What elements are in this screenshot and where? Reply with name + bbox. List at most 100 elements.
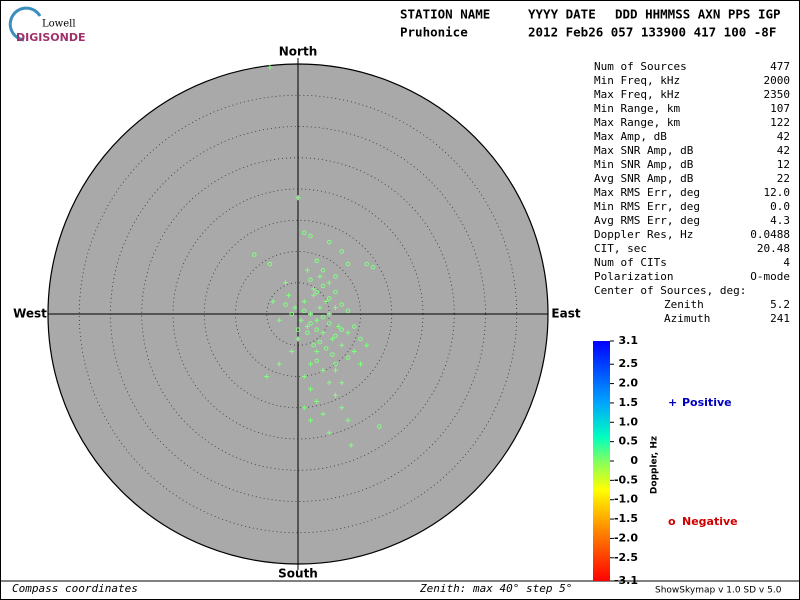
source-negative <box>314 358 320 364</box>
source-negative <box>251 252 257 257</box>
stat-value: 42 <box>777 144 790 157</box>
source-negative <box>289 311 295 317</box>
source-positive <box>333 367 338 373</box>
stat-label: Zenith <box>664 298 704 311</box>
colorbar-tick-label: 1.0 <box>619 415 639 428</box>
colorbar-label: Doppler, Hz <box>650 436 660 494</box>
source-positive <box>351 349 357 354</box>
source-positive <box>323 299 329 304</box>
source-positive <box>301 374 307 379</box>
colorbar-tick-label: -2.5 <box>614 551 638 564</box>
stat-value: 477 <box>770 60 790 73</box>
source-positive <box>326 280 332 286</box>
stat-value: 4 <box>783 256 790 269</box>
source-positive <box>298 317 304 323</box>
stat-label: Doppler Res, Hz <box>594 228 693 241</box>
source-negative <box>333 333 338 339</box>
legend-marker: o <box>668 515 676 528</box>
source-positive <box>329 336 335 342</box>
stat-value: 20.48 <box>757 242 790 255</box>
source-positive <box>292 305 298 311</box>
stat-label: Avg SNR Amp, dB <box>594 172 694 185</box>
source-negative <box>326 321 332 326</box>
colorbar <box>593 341 610 581</box>
source-negative <box>320 267 326 273</box>
header-value: Pruhonice <box>400 25 468 40</box>
footer-left: Compass coordinates <box>12 582 138 595</box>
source-positive <box>267 64 273 70</box>
source-positive <box>336 324 342 329</box>
source-positive <box>276 361 282 367</box>
header-value: 2012 Feb26 057 133900 417 100 -8F <box>528 25 776 40</box>
source-positive <box>326 311 332 317</box>
colorbar-tick-label: 0 <box>630 454 638 467</box>
stat-value: 5.2 <box>770 298 790 311</box>
header-label: DDD HHMMSS AXN PPS IGP <box>615 7 781 22</box>
source-negative <box>339 249 345 254</box>
source-negative <box>364 261 370 267</box>
source-negative <box>308 277 313 282</box>
stat-label: Max SNR Amp, dB <box>594 144 694 157</box>
source-positive <box>314 349 320 354</box>
source-positive <box>326 430 332 436</box>
legend-label: Positive <box>682 396 732 409</box>
stat-label: Max Range, km <box>594 116 680 129</box>
source-negative <box>295 327 301 332</box>
source-negative <box>305 330 310 336</box>
stat-heading: Center of Sources, deg: <box>594 284 746 297</box>
colorbar-tick-label: -0.5 <box>614 473 638 486</box>
colorbar-tick-label: 2.5 <box>619 357 639 370</box>
stat-label: Azimuth <box>664 312 710 325</box>
stat-value: 241 <box>770 312 790 325</box>
legend-marker: + <box>668 396 677 409</box>
source-negative <box>345 308 351 314</box>
source-positive <box>339 380 345 386</box>
stat-value: 42 <box>777 130 790 143</box>
colorbar-tick-label: 2.0 <box>619 377 639 390</box>
source-negative <box>339 302 345 307</box>
source-positive <box>308 311 313 317</box>
source-negative <box>320 314 326 320</box>
source-negative <box>323 346 329 351</box>
source-negative <box>370 264 376 270</box>
stat-label: Min SNR Amp, dB <box>594 158 694 171</box>
source-negative <box>333 361 338 367</box>
stat-label: Min RMS Err, deg <box>594 200 700 213</box>
stat-label: CIT, sec <box>594 242 647 255</box>
source-positive <box>286 292 292 298</box>
stat-label: Min Freq, kHz <box>594 74 680 87</box>
source-positive <box>308 361 313 367</box>
source-negative <box>333 274 338 279</box>
source-positive <box>364 342 370 348</box>
source-positive <box>301 299 307 304</box>
colorbar-tick-label: -2.0 <box>614 531 638 544</box>
stat-value: 2350 <box>764 88 791 101</box>
source-positive <box>358 361 363 367</box>
stat-value: 12 <box>777 158 790 171</box>
stat-value: 4.3 <box>770 214 790 227</box>
source-negative <box>326 296 332 301</box>
source-negative <box>320 283 326 289</box>
source-negative <box>283 302 288 307</box>
source-negative <box>314 258 320 264</box>
source-positive <box>276 317 282 323</box>
source-positive <box>339 342 345 348</box>
source-negative <box>326 239 332 245</box>
colorbar-tick-label: -1.5 <box>614 512 638 525</box>
logo-top: Lowell <box>42 19 76 30</box>
source-positive <box>301 405 307 411</box>
source-positive <box>311 286 317 292</box>
source-negative <box>345 261 351 267</box>
source-negative <box>314 327 320 332</box>
source-negative <box>333 289 338 295</box>
source-positive <box>320 330 326 336</box>
source-negative <box>358 336 363 342</box>
stat-value: 12.0 <box>764 186 791 199</box>
header-label: YYYY DATE <box>528 7 596 22</box>
source-negative <box>317 339 323 345</box>
source-positive <box>333 305 338 311</box>
source-positive <box>339 405 345 411</box>
source-negative <box>330 352 335 357</box>
stat-value: O-mode <box>750 270 790 283</box>
